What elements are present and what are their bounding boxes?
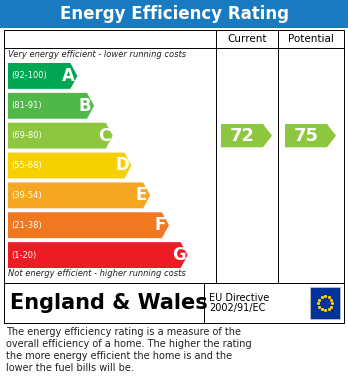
Text: lower the fuel bills will be.: lower the fuel bills will be. [6, 363, 134, 373]
Text: Potential: Potential [288, 34, 334, 44]
Polygon shape [8, 63, 77, 89]
Text: 75: 75 [293, 127, 318, 145]
Text: (1-20): (1-20) [11, 251, 36, 260]
Text: the more energy efficient the home is and the: the more energy efficient the home is an… [6, 351, 232, 361]
Text: overall efficiency of a home. The higher the rating: overall efficiency of a home. The higher… [6, 339, 252, 349]
Text: (69-80): (69-80) [11, 131, 42, 140]
Text: Current: Current [227, 34, 267, 44]
Text: Very energy efficient - lower running costs: Very energy efficient - lower running co… [8, 50, 186, 59]
Text: Energy Efficiency Rating: Energy Efficiency Rating [60, 5, 288, 23]
Text: B: B [79, 97, 92, 115]
Text: 2002/91/EC: 2002/91/EC [209, 303, 266, 313]
Text: England & Wales: England & Wales [10, 293, 208, 313]
Polygon shape [8, 212, 169, 238]
Text: G: G [172, 246, 185, 264]
Text: (92-100): (92-100) [11, 72, 47, 81]
Text: 72: 72 [229, 127, 254, 145]
Polygon shape [8, 183, 150, 208]
Text: F: F [154, 216, 166, 234]
Polygon shape [8, 152, 132, 178]
Text: EU Directive: EU Directive [209, 293, 269, 303]
Polygon shape [285, 124, 336, 147]
Text: The energy efficiency rating is a measure of the: The energy efficiency rating is a measur… [6, 327, 241, 337]
Bar [4, 283, 344, 323]
Polygon shape [221, 124, 272, 147]
Bar [0, 0, 348, 28]
Text: (21-38): (21-38) [11, 221, 42, 230]
Polygon shape [8, 123, 113, 149]
Polygon shape [8, 93, 94, 119]
Text: Not energy efficient - higher running costs: Not energy efficient - higher running co… [8, 269, 186, 278]
Bar [310, 287, 340, 319]
Text: A: A [62, 67, 75, 85]
Text: (39-54): (39-54) [11, 191, 42, 200]
Text: (55-68): (55-68) [11, 161, 42, 170]
Text: E: E [135, 187, 147, 204]
Polygon shape [8, 242, 188, 268]
Text: D: D [116, 156, 129, 174]
Text: (81-91): (81-91) [11, 101, 42, 110]
Bar [4, 30, 344, 283]
Text: C: C [98, 127, 110, 145]
